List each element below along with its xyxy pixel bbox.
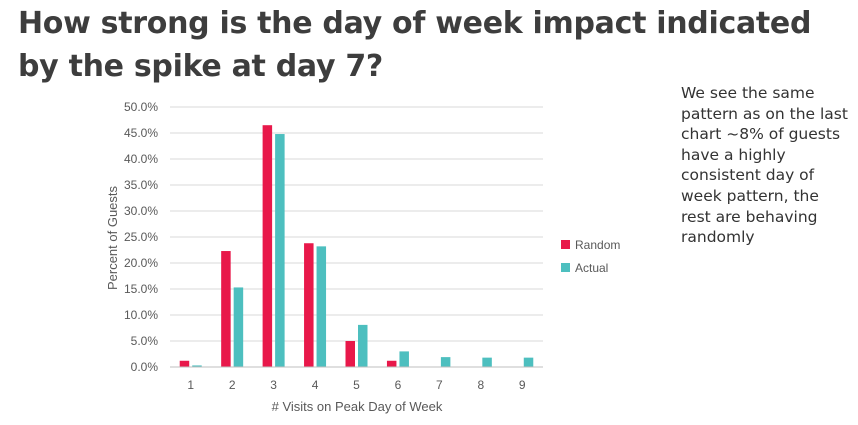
bar-actual-7 [440, 357, 451, 367]
x-tick-label: 1 [187, 378, 194, 392]
y-tick-label: 30.0% [124, 204, 158, 218]
y-tick-label: 15.0% [124, 282, 158, 296]
y-tick-label: 50.0% [124, 100, 158, 114]
bar-random-2 [221, 251, 231, 367]
y-tick-label: 0.0% [131, 360, 159, 374]
y-tick-label: 20.0% [124, 256, 158, 270]
bar-random-3 [262, 125, 273, 367]
x-axis-title: # Visits on Peak Day of Week [272, 399, 443, 414]
x-tick-label: 2 [229, 378, 236, 392]
x-axis-ticks: 1 2 3 4 5 6 7 8 9 [187, 378, 526, 392]
bar-random-5 [345, 341, 355, 367]
bar-random-6 [386, 360, 397, 367]
y-tick-label: 25.0% [124, 230, 158, 244]
bar-actual-2 [233, 287, 244, 367]
bar-actual-9 [523, 357, 534, 367]
x-tick-label: 4 [312, 378, 319, 392]
y-axis-ticks: 0.0% 5.0% 10.0% 15.0% 20.0% 25.0% 30.0% 35.0% 40… [124, 100, 158, 374]
x-tick-label: 3 [270, 378, 277, 392]
gridlines [170, 106, 543, 342]
y-tick-label: 35.0% [124, 178, 158, 192]
x-tick-label: 5 [353, 378, 360, 392]
bar-actual-3 [275, 134, 285, 367]
y-axis-title: Percent of Guests [105, 185, 120, 290]
side-note: We see the same pattern as on the last c… [681, 84, 848, 247]
x-tick-label: 9 [519, 378, 526, 392]
bar-actual-1 [192, 365, 202, 367]
bar-actual-6 [399, 351, 409, 367]
y-tick-label: 10.0% [124, 308, 158, 322]
bar-actual-4 [316, 246, 327, 367]
bar-random-1 [179, 360, 190, 367]
y-tick-label: 5.0% [131, 334, 159, 348]
bars [179, 125, 534, 367]
bar-actual-8 [482, 357, 492, 367]
y-tick-label: 45.0% [124, 126, 158, 140]
x-tick-label: 8 [477, 378, 484, 392]
legend-label-actual: Actual [575, 261, 608, 275]
slide-title: How strong is the day of week impact ind… [18, 6, 812, 84]
bar-actual-5 [358, 324, 368, 367]
y-tick-label: 40.0% [124, 152, 158, 166]
legend: Random Actual [561, 238, 620, 275]
x-tick-label: 6 [395, 378, 402, 392]
legend-swatch-actual [561, 263, 570, 272]
x-tick-label: 7 [436, 378, 443, 392]
bar-random-4 [304, 243, 314, 367]
legend-label-random: Random [575, 238, 620, 252]
legend-swatch-random [561, 240, 570, 249]
